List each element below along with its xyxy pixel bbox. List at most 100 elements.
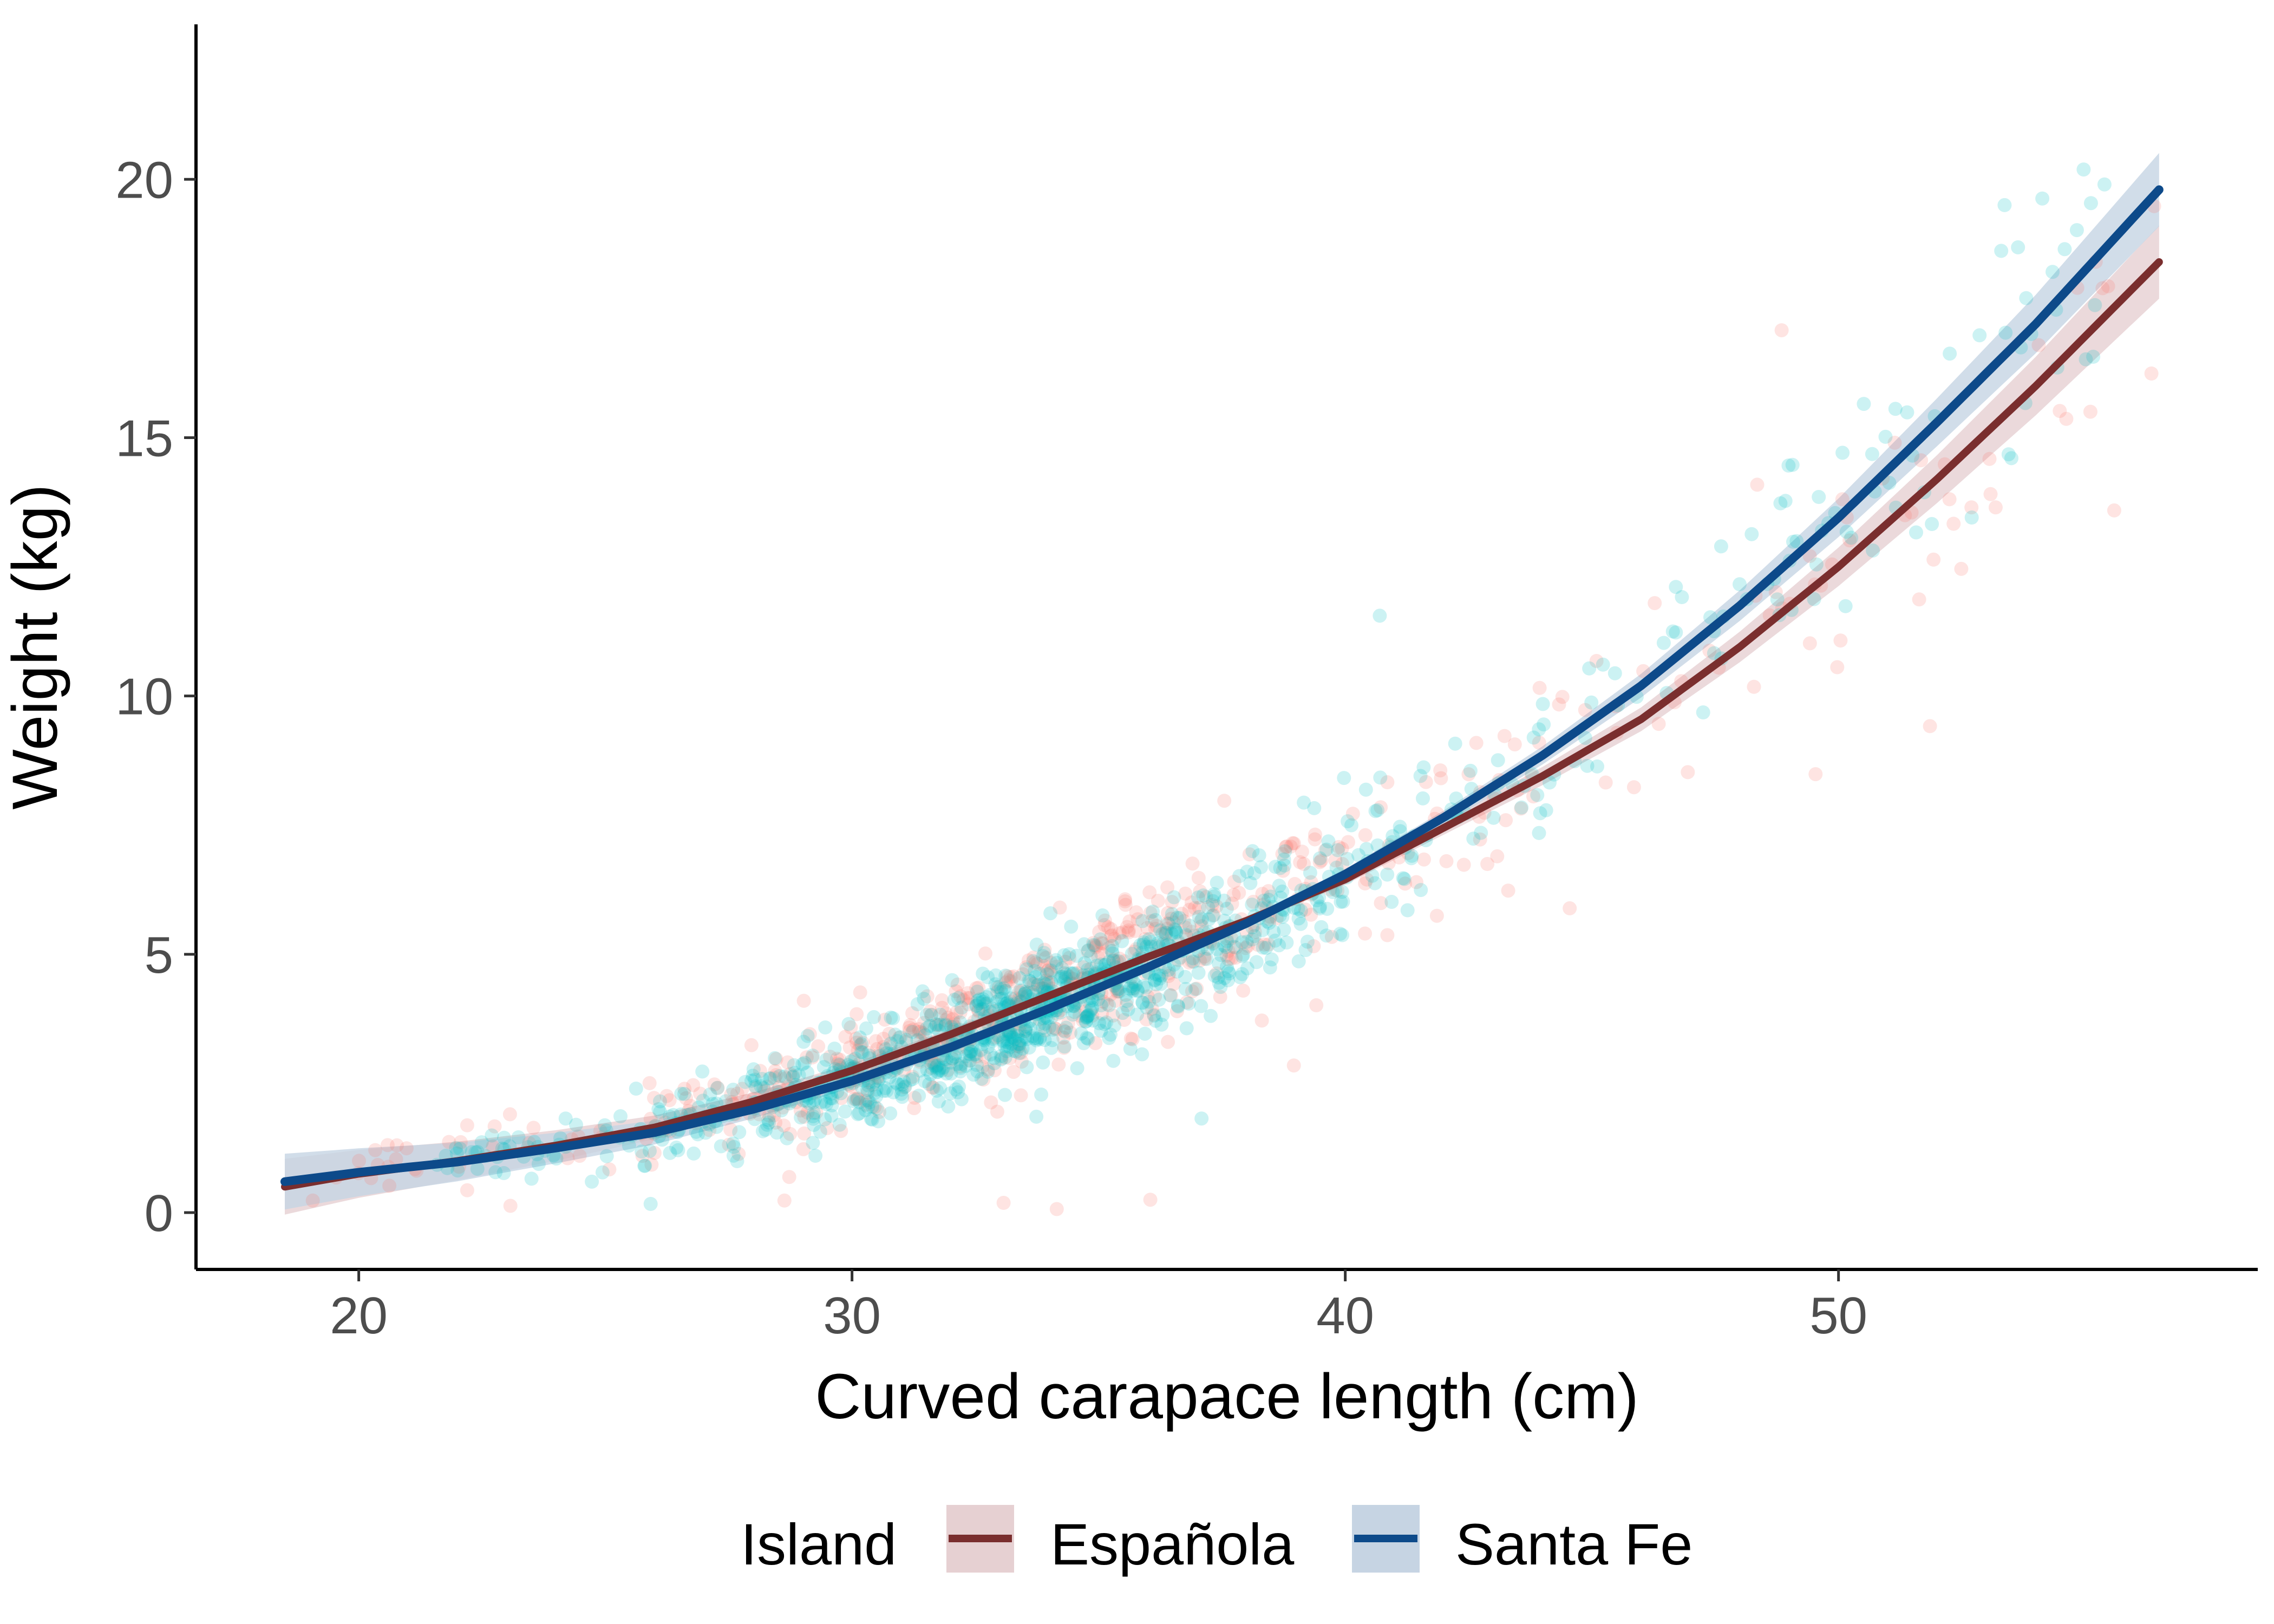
scatter-point-santa-fe	[1027, 1031, 1042, 1045]
y-tick-label: 5	[145, 926, 173, 984]
scatter-point-espanola	[1983, 487, 1998, 501]
scatter-point-santa-fe	[865, 1099, 879, 1114]
scatter-point-espanola	[998, 975, 1013, 990]
scatter-point-espanola	[1598, 775, 1613, 790]
scatter-point-santa-fe	[1307, 801, 1322, 815]
scatter-point-espanola	[1027, 977, 1041, 992]
scatter-point-espanola	[1184, 895, 1199, 910]
scatter-point-espanola	[1125, 1032, 1140, 1046]
scatter-point-espanola	[1532, 680, 1547, 695]
scatter-point-santa-fe	[1578, 731, 1592, 745]
scatter-point-espanola	[1221, 952, 1236, 967]
scatter-point-santa-fe	[2069, 223, 2084, 238]
scatter-point-santa-fe	[924, 1008, 938, 1022]
scatter-point-santa-fe	[933, 1081, 948, 1096]
scatter-point-santa-fe	[763, 1071, 778, 1086]
fit-lines	[280, 185, 2164, 1191]
scatter-point-santa-fe	[1167, 890, 1181, 905]
scatter-point-santa-fe	[653, 1105, 668, 1119]
scatter-point-santa-fe	[1293, 903, 1308, 918]
scatter-point-santa-fe	[1334, 895, 1348, 909]
scatter-point-espanola	[1139, 1012, 1154, 1026]
scatter-point-santa-fe	[808, 1149, 823, 1163]
scatter-point-espanola	[1115, 925, 1130, 940]
scatter-point-santa-fe	[1037, 946, 1051, 960]
scatter-point-santa-fe	[1199, 952, 1214, 966]
scatter-point-santa-fe	[894, 1082, 909, 1097]
scatter-point-santa-fe	[1396, 871, 1410, 886]
scatter-point-santa-fe	[862, 1095, 877, 1110]
y-tick-label: 10	[115, 668, 173, 726]
scatter-point-espanola	[1589, 654, 1604, 668]
scatter-point-espanola	[1808, 767, 1823, 782]
scatter-point-santa-fe	[1148, 967, 1163, 981]
scatter-point-santa-fe	[1194, 999, 1208, 1013]
scatter-point-santa-fe	[1135, 1047, 1149, 1062]
scatter-point-espanola	[1178, 886, 1193, 901]
scatter-point-espanola	[916, 1026, 930, 1040]
scatter-point-espanola	[368, 1143, 383, 1157]
scatter-point-espanola	[950, 977, 965, 992]
scatter-point-santa-fe	[1201, 900, 1216, 914]
scatter-point-espanola	[1094, 936, 1109, 950]
scatter-point-santa-fe	[1011, 1037, 1026, 1051]
scatter-point-espanola	[1138, 932, 1153, 946]
scatter-point-santa-fe	[806, 1136, 820, 1150]
scatter-point-santa-fe	[1094, 957, 1108, 972]
scatter-point-espanola	[1552, 697, 1566, 712]
scatter-point-santa-fe	[798, 1056, 812, 1070]
scatter-point-espanola	[1003, 994, 1018, 1009]
scatter-point-espanola	[1636, 664, 1651, 678]
scatter-point-santa-fe	[1092, 1016, 1107, 1031]
scatter-point-santa-fe	[952, 1079, 966, 1094]
scatter-point-santa-fe	[1312, 901, 1327, 916]
scatter-point-espanola	[1059, 967, 1074, 981]
scatter-point-espanola	[1942, 492, 1957, 507]
scatter-point-espanola	[1514, 801, 1528, 816]
scatter-point-santa-fe	[1169, 925, 1184, 939]
scatter-point-espanola	[1912, 592, 1926, 607]
scatter-point-santa-fe	[792, 1068, 806, 1082]
scatter-point-santa-fe	[1178, 981, 1193, 996]
scatter-point-espanola	[1182, 955, 1197, 970]
scatter-point-espanola	[1923, 719, 1937, 734]
scatter-point-santa-fe	[953, 1061, 968, 1075]
band-santa-fe	[285, 153, 2159, 1210]
scatter-point-santa-fe	[1580, 758, 1595, 773]
scatter-point-espanola	[2107, 503, 2121, 518]
scatter-point-santa-fe	[895, 1077, 910, 1092]
scatter-point-espanola	[1193, 914, 1208, 928]
scatter-point-santa-fe	[1235, 935, 1250, 949]
scatter-point-santa-fe	[951, 1085, 965, 1099]
scatter-point-santa-fe	[970, 1064, 985, 1079]
scatter-point-santa-fe	[841, 1017, 856, 1031]
scatter-point-santa-fe	[807, 1106, 821, 1120]
scatter-point-espanola	[1039, 973, 1054, 987]
scatter-point-santa-fe	[1115, 934, 1129, 948]
scatter-point-espanola	[1199, 890, 1213, 905]
scatter-point-santa-fe	[1404, 848, 1419, 863]
scatter-point-santa-fe	[825, 1091, 840, 1105]
scatter-point-santa-fe	[1018, 985, 1033, 999]
scatter-point-santa-fe	[1413, 769, 1428, 783]
scatter-point-espanola	[1227, 874, 1241, 889]
scatter-point-santa-fe	[1025, 1029, 1040, 1044]
scatter-point-espanola	[1148, 989, 1162, 1004]
scatter-point-santa-fe	[1222, 966, 1237, 981]
scatter-point-espanola	[847, 1092, 862, 1106]
scatter-point-santa-fe	[1543, 775, 1557, 790]
scatter-point-espanola	[1461, 767, 1476, 782]
scatter-point-santa-fe	[1744, 527, 1759, 541]
scatter-point-santa-fe	[939, 1066, 953, 1081]
scatter-point-santa-fe	[1878, 429, 1893, 444]
scatter-point-santa-fe	[970, 1058, 984, 1072]
scatter-point-santa-fe	[1148, 913, 1162, 927]
scatter-point-santa-fe	[1133, 938, 1147, 952]
scatter-point-santa-fe	[524, 1171, 539, 1186]
scatter-point-espanola	[853, 985, 867, 1000]
scatter-point-santa-fe	[1474, 826, 1488, 840]
scatter-point-santa-fe	[1033, 1017, 1047, 1031]
scatter-point-santa-fe	[1373, 608, 1387, 623]
scatter-point-santa-fe	[1233, 970, 1247, 985]
scatter-point-espanola	[1053, 900, 1067, 915]
